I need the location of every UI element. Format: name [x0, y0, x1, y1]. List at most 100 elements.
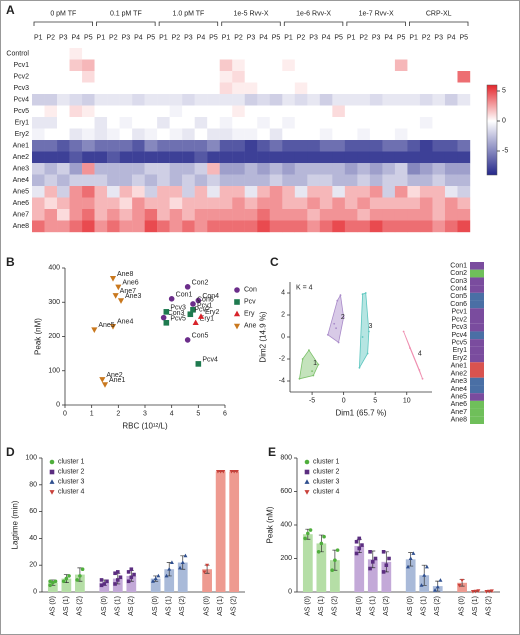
cell	[332, 174, 346, 187]
cell	[382, 117, 396, 129]
legend-label: cluster 3	[58, 479, 85, 486]
strip-label: Con6	[450, 301, 467, 308]
column-label: P5	[397, 35, 406, 42]
x-axis-label: Dim1 (65.7 %)	[335, 409, 386, 418]
cell	[69, 186, 83, 198]
cell	[219, 220, 233, 233]
cell	[94, 128, 108, 141]
cell	[457, 59, 471, 72]
cell	[357, 197, 371, 210]
cell	[369, 48, 383, 60]
cell	[344, 71, 358, 83]
cell	[307, 94, 321, 106]
group-bracket	[283, 21, 344, 26]
strip-label: Con3	[450, 278, 467, 285]
marker	[195, 361, 202, 367]
cell	[207, 48, 220, 60]
cell	[107, 151, 120, 164]
bar	[302, 534, 313, 592]
marker	[67, 574, 71, 578]
cell	[82, 94, 95, 106]
colorbar-tick-label: 5	[502, 88, 506, 95]
group-bracket	[409, 21, 469, 26]
cell	[307, 105, 321, 118]
cell	[369, 220, 383, 233]
cell	[419, 128, 433, 141]
marker	[101, 382, 109, 388]
cell	[144, 186, 158, 198]
cell	[257, 140, 270, 152]
marker	[168, 296, 175, 302]
marker	[160, 314, 167, 321]
legend-label: cluster 3	[313, 479, 340, 486]
cell	[194, 186, 208, 198]
cell	[357, 186, 371, 198]
cell	[144, 174, 158, 187]
cell	[157, 197, 170, 210]
cell	[407, 117, 421, 129]
y-tick-label: 200	[280, 555, 292, 562]
marker	[126, 570, 131, 574]
cell	[444, 209, 458, 221]
cell	[82, 140, 95, 152]
cell	[219, 82, 233, 95]
group-label: 1e-6 Rvv-X	[296, 11, 331, 18]
point-label: Pcv3	[170, 304, 186, 311]
cell	[282, 220, 295, 233]
cell	[157, 174, 170, 187]
cell	[169, 140, 183, 152]
cell	[407, 82, 421, 95]
cell	[307, 186, 321, 198]
point-label: Ane2	[106, 372, 122, 379]
cell	[319, 163, 333, 175]
y-tick-label: 40	[29, 535, 37, 542]
point	[358, 366, 361, 369]
cell	[232, 174, 245, 187]
cell	[444, 128, 458, 141]
cell	[219, 197, 233, 210]
cell	[44, 140, 58, 152]
cell	[457, 71, 471, 83]
cell	[157, 151, 170, 164]
point	[361, 336, 364, 338]
cell	[157, 82, 170, 95]
cell	[307, 140, 321, 152]
cell	[132, 128, 145, 141]
point-label: Pcv2	[194, 307, 210, 314]
cell	[457, 209, 471, 221]
cell	[269, 140, 283, 152]
cell	[282, 59, 295, 72]
x-tick-label: 3	[143, 411, 147, 418]
point	[317, 363, 320, 366]
marker	[354, 551, 359, 556]
cell	[432, 59, 446, 72]
group-bracket	[96, 21, 156, 26]
cell	[457, 163, 471, 175]
cell	[394, 209, 408, 221]
cell	[144, 71, 158, 83]
marker	[460, 578, 465, 583]
cell	[69, 128, 83, 141]
marker	[473, 589, 478, 594]
cell	[232, 151, 245, 164]
y-tick-label: 4	[281, 290, 285, 297]
point	[311, 370, 313, 372]
cell	[382, 48, 396, 60]
cell	[57, 48, 70, 60]
marker	[187, 311, 194, 318]
legend-label: Ery	[244, 311, 255, 318]
column-label: P2	[46, 35, 55, 42]
x-tick-label: AS (1)	[318, 596, 325, 616]
x-tick-label: 2	[116, 411, 120, 418]
cell	[57, 209, 70, 221]
row-label: Ane7	[13, 211, 29, 218]
cell	[394, 128, 408, 141]
cell	[232, 71, 245, 83]
cell	[432, 48, 446, 60]
cell	[182, 151, 195, 164]
y-tick-label: 0	[33, 589, 37, 596]
bar	[229, 471, 240, 592]
x-tick-label: AS (2)	[179, 596, 186, 616]
column-label: P1	[409, 35, 418, 42]
cell	[282, 71, 295, 83]
